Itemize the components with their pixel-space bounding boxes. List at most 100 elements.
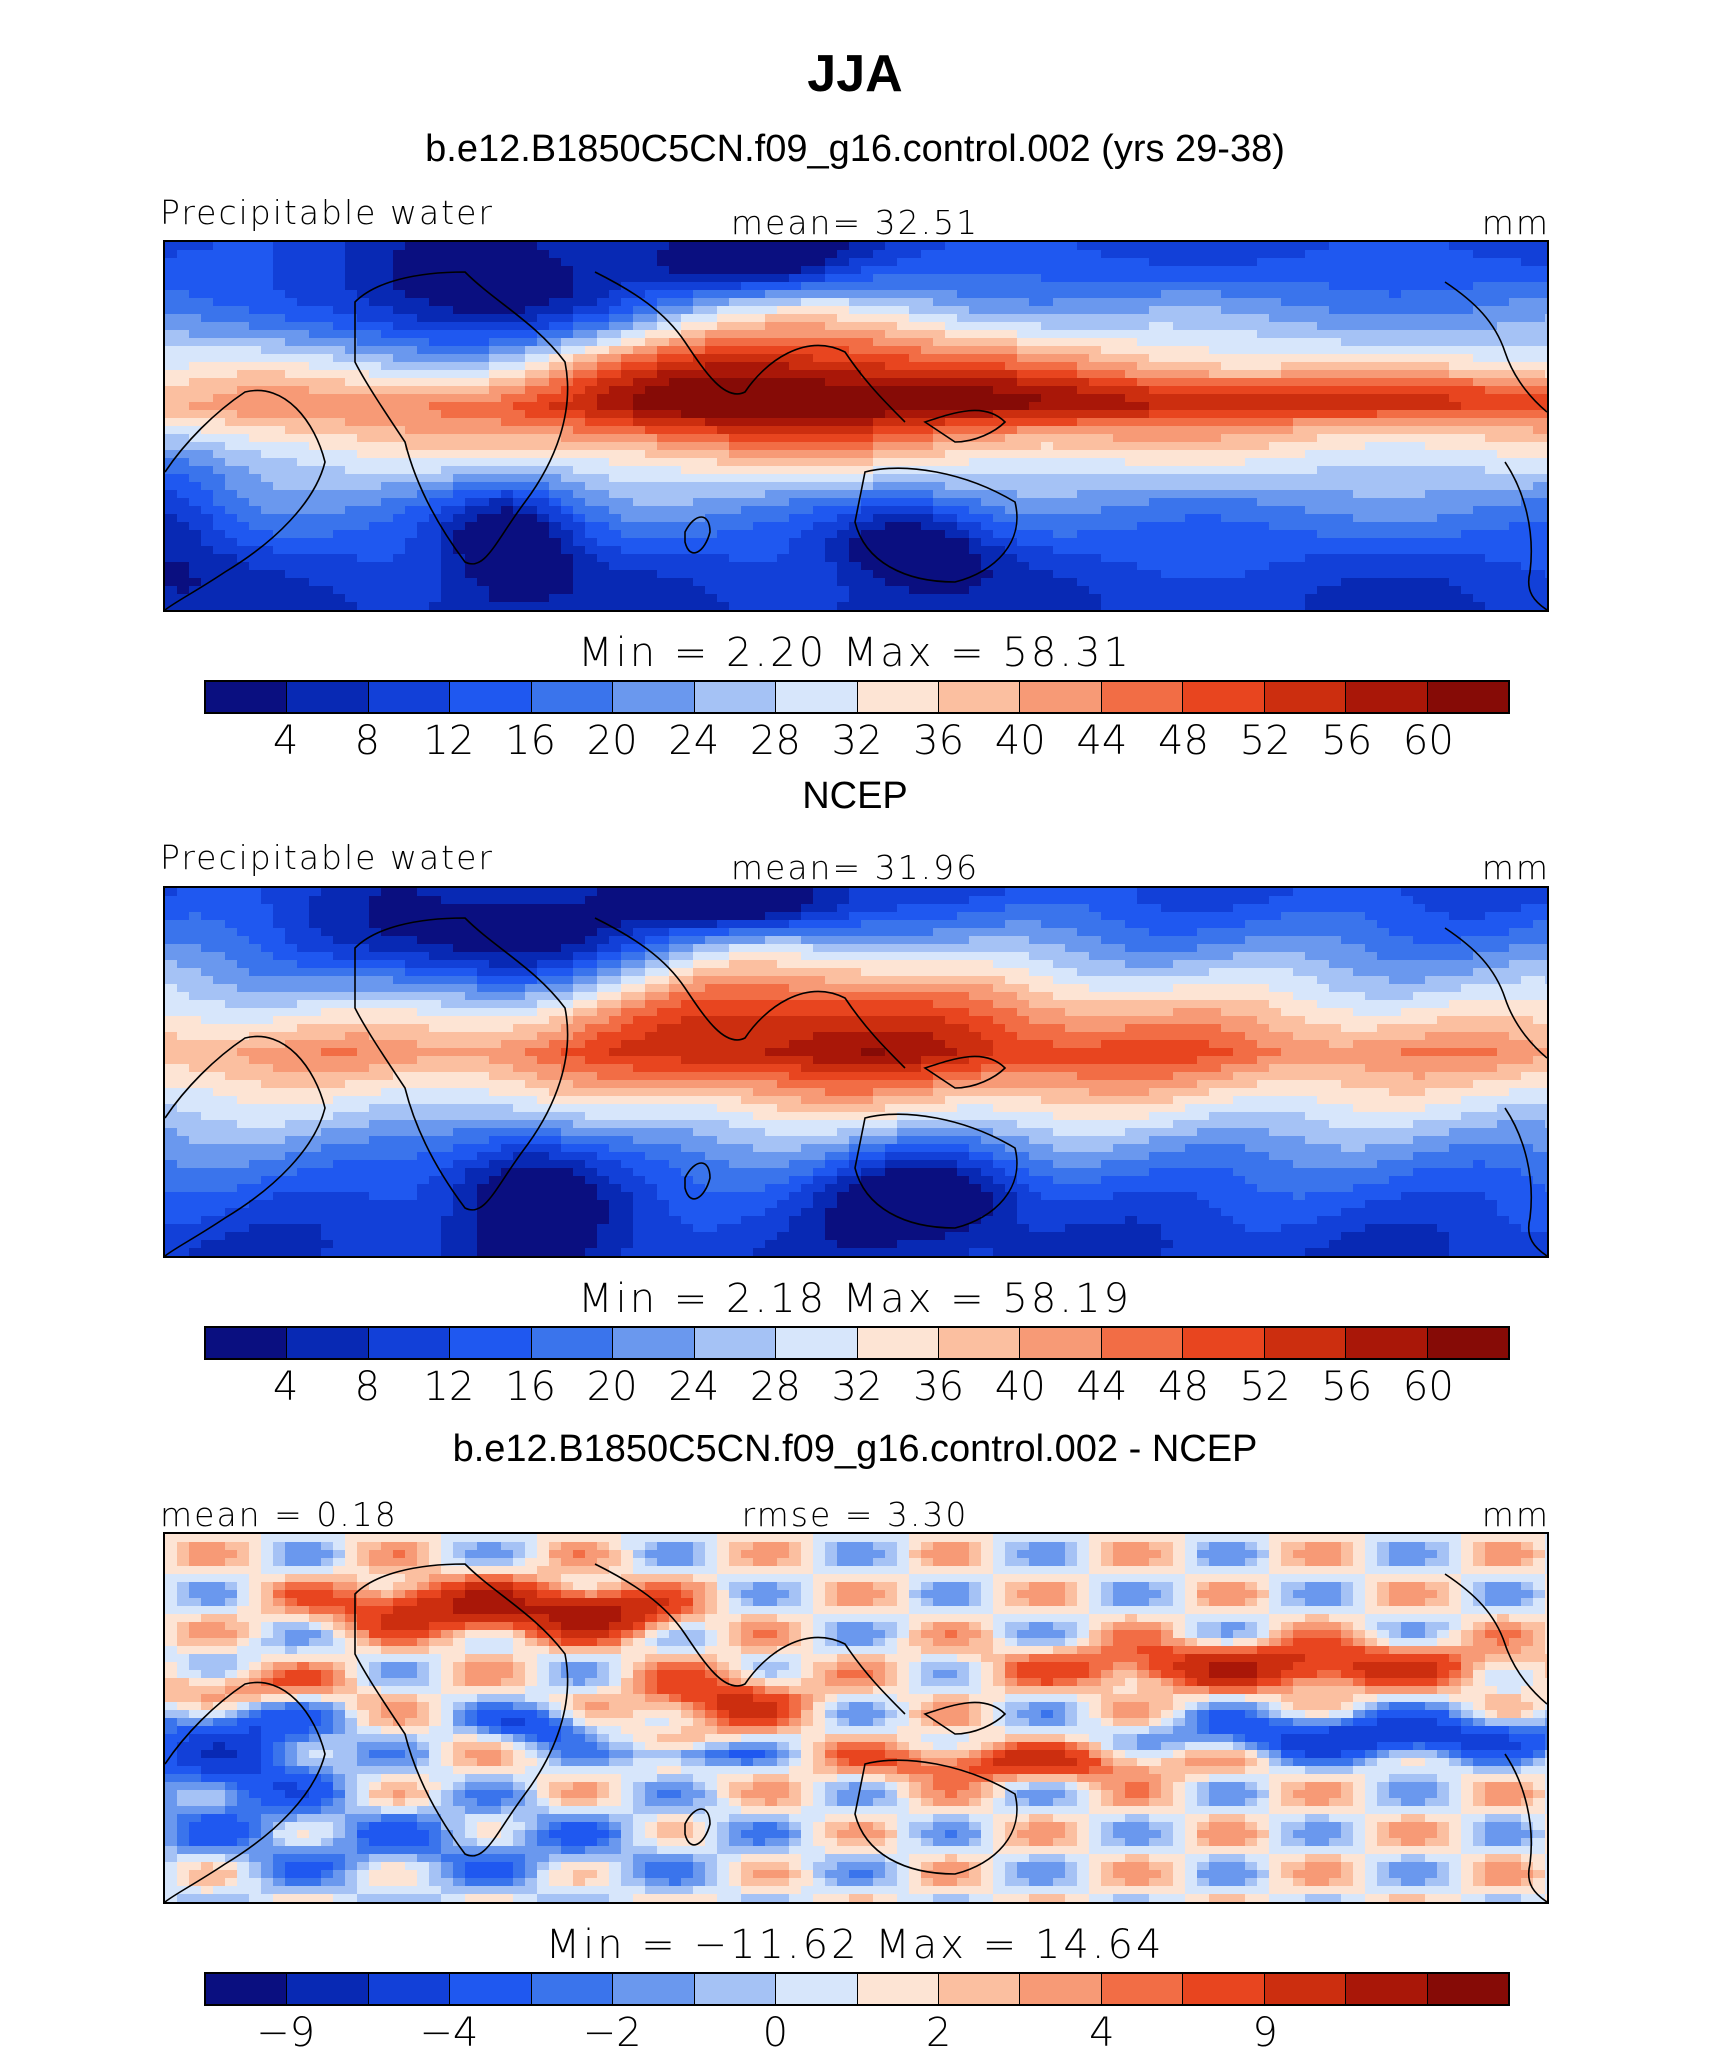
colorbar-swatch — [206, 1328, 288, 1358]
colorbar-swatch — [1020, 1974, 1102, 2004]
colorbar-swatch — [1427, 1974, 1508, 2004]
colorbar-swatch — [1264, 1328, 1347, 1358]
coastline — [594, 917, 906, 1069]
colorbar-swatch — [694, 1974, 777, 2004]
coastline — [684, 1162, 711, 1200]
panel-3-mean-label: mean = 0.18 — [160, 1495, 398, 1534]
coastline — [1444, 927, 1547, 1059]
colorbar-tick-label: 44 — [1076, 718, 1128, 764]
panel-3-minmax: Min = −11.62 Max = 14.64 — [545, 1922, 1165, 1968]
colorbar-tick-label: 28 — [749, 1364, 801, 1410]
panel-1-units-label: mm — [1481, 203, 1550, 242]
colorbar-tick-label: 0 — [762, 2010, 789, 2056]
panel-2-minmax: Min = 2.18 Max = 58.19 — [578, 1276, 1132, 1322]
panel-2-colorbar-ticks: 4 8 12 16 20 24 28 32 36 40 44 48 52 56 60 — [0, 1364, 1710, 1414]
colorbar-tick-label: 20 — [586, 718, 638, 764]
coastline — [165, 389, 326, 610]
colorbar-swatch — [938, 682, 1021, 712]
panel-1-title: b.e12.B1850C5CN.f09_g16.control.002 (yrs… — [425, 128, 1285, 170]
colorbar-swatch — [287, 682, 369, 712]
colorbar-swatch — [1427, 682, 1508, 712]
colorbar-tick-label: 36 — [913, 718, 965, 764]
colorbar-tick-label: 60 — [1402, 1364, 1454, 1410]
colorbar-swatch — [1264, 682, 1347, 712]
colorbar-tick-label: 56 — [1321, 1364, 1373, 1410]
colorbar-tick-label: 9 — [1252, 2010, 1278, 2056]
panel-1-mean-label: mean= 32.51 — [730, 203, 980, 242]
coastline — [354, 1563, 569, 1857]
coastline — [354, 917, 569, 1211]
coastline — [1444, 1573, 1547, 1705]
coastline — [1504, 1107, 1547, 1256]
colorbar-swatch — [857, 1974, 939, 2004]
colorbar-tick-label: 32 — [831, 718, 883, 764]
colorbar-tick-label: 36 — [913, 1364, 965, 1410]
coastline — [594, 271, 906, 423]
colorbar-swatch — [776, 1328, 858, 1358]
colorbar-swatch — [1346, 1974, 1428, 2004]
colorbar-swatch — [613, 682, 695, 712]
panel-3-title: b.e12.B1850C5CN.f09_g16.control.002 - NC… — [452, 1428, 1258, 1470]
colorbar-swatch — [531, 682, 614, 712]
colorbar-swatch — [1346, 682, 1428, 712]
panel-1-colorbar-ticks: 4 8 12 16 20 24 28 32 36 40 44 48 52 56 60 — [0, 718, 1710, 768]
colorbar-tick-label: −9 — [256, 2010, 316, 2056]
colorbar-swatch — [857, 682, 939, 712]
colorbar-swatch — [694, 682, 777, 712]
colorbar-swatch — [206, 1974, 288, 2004]
colorbar-tick-label: 24 — [668, 718, 720, 764]
colorbar-tick-label: 8 — [354, 718, 380, 764]
colorbar-swatch — [287, 1328, 369, 1358]
coastline — [684, 1808, 711, 1846]
coastline — [354, 271, 569, 565]
colorbar-swatch — [368, 1328, 451, 1358]
colorbar-tick-label: 16 — [505, 718, 556, 764]
colorbar-swatch — [1020, 682, 1102, 712]
colorbar-tick-label: 4 — [272, 718, 299, 764]
colorbar-swatch — [531, 1328, 614, 1358]
panel-1-variable-label: Precipitable water — [160, 193, 494, 232]
colorbar-swatch — [1101, 1328, 1184, 1358]
coastline — [165, 1681, 326, 1902]
coastline — [923, 1701, 1007, 1735]
colorbar-tick-label: 56 — [1321, 718, 1373, 764]
colorbar-swatch — [857, 1328, 939, 1358]
colorbar-tick-label: 52 — [1239, 1364, 1291, 1410]
panel-3-units-label: mm — [1481, 1495, 1550, 1534]
coastline — [165, 1035, 326, 1256]
colorbar-tick-label: 4 — [272, 1364, 299, 1410]
colorbar-swatch — [368, 682, 451, 712]
colorbar-tick-label: 2 — [925, 2010, 952, 2056]
colorbar-tick-label: 52 — [1239, 718, 1291, 764]
coastline — [1504, 1753, 1547, 1902]
colorbar-swatch — [206, 682, 288, 712]
coastline — [854, 467, 1018, 583]
colorbar-swatch — [613, 1328, 695, 1358]
coastline — [1444, 281, 1547, 413]
coastline — [923, 409, 1007, 443]
colorbar-swatch — [1101, 1974, 1184, 2004]
colorbar-tick-label: 12 — [423, 1364, 475, 1410]
colorbar-swatch — [938, 1328, 1021, 1358]
colorbar-tick-label: 20 — [586, 1364, 638, 1410]
colorbar-swatch — [694, 1328, 777, 1358]
colorbar-swatch — [450, 1974, 532, 2004]
panel-3-map — [163, 1532, 1549, 1904]
colorbar-swatch — [1183, 682, 1265, 712]
colorbar-tick-label: −4 — [419, 2010, 479, 2056]
coastline — [594, 1563, 906, 1715]
panel-3-colorbar-ticks: −9 −4 −2 0 2 4 9 — [0, 2010, 1710, 2060]
colorbar-tick-label: 60 — [1402, 718, 1454, 764]
colorbar-swatch — [1183, 1974, 1265, 2004]
colorbar-swatch — [613, 1974, 695, 2004]
colorbar-swatch — [1183, 1328, 1265, 1358]
colorbar-swatch — [1020, 1328, 1102, 1358]
panel-2-units-label: mm — [1481, 848, 1550, 887]
colorbar-tick-label: 4 — [1089, 2010, 1115, 2056]
colorbar-swatch — [938, 1974, 1021, 2004]
panel-3-colorbar — [204, 1972, 1510, 2006]
coastline — [923, 1055, 1007, 1089]
figure-title: JJA — [807, 45, 903, 103]
colorbar-swatch — [1264, 1974, 1347, 2004]
colorbar-swatch — [287, 1974, 369, 2004]
